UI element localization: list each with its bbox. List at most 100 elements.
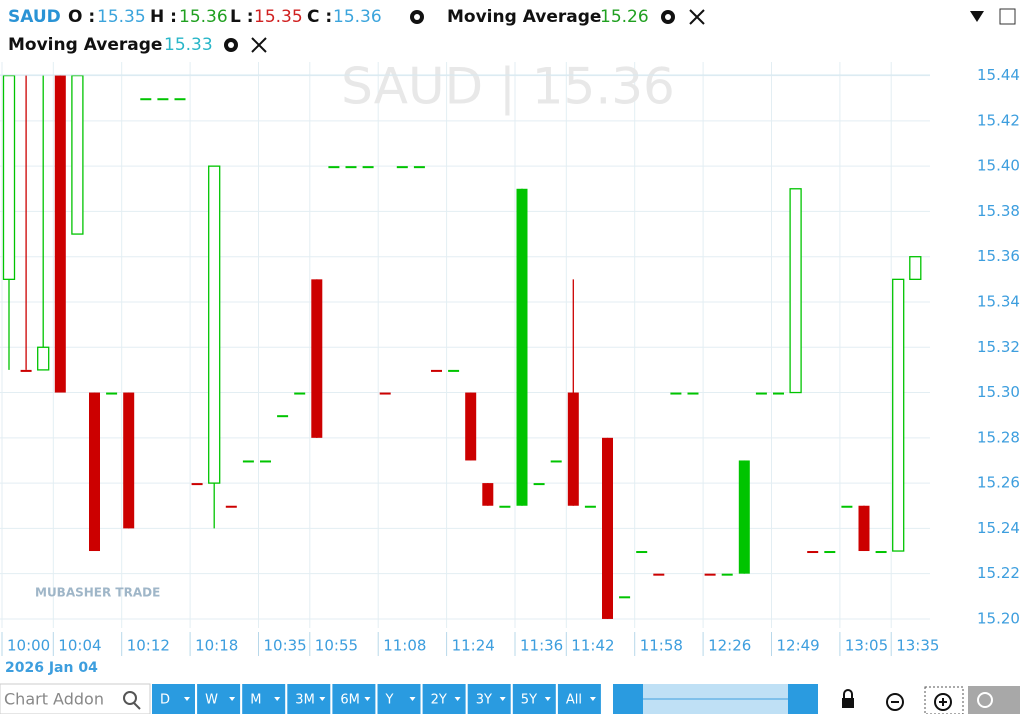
maximize-icon[interactable] <box>999 8 1016 25</box>
candle-body <box>841 505 853 508</box>
symbol: SAUD <box>8 7 61 27</box>
ohlc-label: C : <box>307 7 332 27</box>
y-tick-label: 15.40 <box>977 157 1020 175</box>
period-button[interactable] <box>242 684 286 714</box>
dropdown-arrow <box>589 697 596 701</box>
candle-body <box>260 460 271 463</box>
addon-placeholder: Chart Addon <box>4 690 104 709</box>
y-tick-label: 15.22 <box>977 564 1020 582</box>
candle-body <box>807 551 819 554</box>
x-tick-label: 10:12 <box>127 637 170 655</box>
candle-body <box>602 437 613 619</box>
y-tick-label: 15.44 <box>977 66 1020 84</box>
x-tick-label: 10:55 <box>315 637 358 655</box>
period-label: 5Y <box>521 693 537 708</box>
zoom-in-icon[interactable] <box>934 693 952 711</box>
lock-icon[interactable] <box>842 689 854 708</box>
slider-handle[interactable] <box>613 684 643 714</box>
slider-handle[interactable] <box>788 684 818 714</box>
dropdown-arrow <box>409 697 416 701</box>
candle-body <box>465 392 477 461</box>
period-label: 3Y <box>476 693 492 708</box>
candle-body <box>225 505 237 508</box>
x-tick-label: 10:35 <box>264 637 307 655</box>
candle-body <box>379 392 391 395</box>
candle-body <box>448 369 460 372</box>
search-icon[interactable] <box>123 691 141 710</box>
dropdown-icon[interactable] <box>970 11 984 22</box>
y-tick-label: 15.42 <box>977 111 1020 129</box>
period-label: All <box>566 693 582 708</box>
candle-body <box>37 346 50 371</box>
period-label: D <box>160 693 170 708</box>
settings-icon[interactable] <box>410 10 424 24</box>
dropdown-arrow <box>454 697 461 701</box>
dropdown-arrow <box>499 697 506 701</box>
period-button[interactable] <box>197 684 241 714</box>
zoom-out-icon[interactable] <box>886 693 904 711</box>
candle-body <box>584 505 596 508</box>
candle-body <box>174 98 186 101</box>
candle-body <box>311 279 323 438</box>
candle-body <box>721 573 733 576</box>
period-button[interactable] <box>377 684 421 714</box>
period-label: 6M <box>340 693 360 708</box>
y-tick-label: 15.20 <box>977 609 1020 627</box>
ohlc-value: 15.35 <box>97 7 146 27</box>
legend-name: Moving Average <box>447 7 601 27</box>
candle-body <box>191 483 203 486</box>
legend-value: 15.26 <box>600 7 649 27</box>
legend-value: 15.33 <box>164 35 213 55</box>
candle-body <box>277 415 289 418</box>
period-label: W <box>205 693 218 708</box>
close-icon[interactable] <box>251 37 267 53</box>
x-tick-label: 10:00 <box>7 637 50 655</box>
candle-body <box>345 166 357 169</box>
candle-body <box>140 98 152 101</box>
plot <box>2 74 922 619</box>
ohlc-label: L : <box>230 7 254 27</box>
close-icon[interactable] <box>689 9 705 25</box>
candle-body <box>550 460 562 463</box>
refresh-button[interactable] <box>968 686 1020 714</box>
y-tick-label: 15.28 <box>977 428 1020 446</box>
candle-body <box>328 166 340 169</box>
y-tick-label: 15.38 <box>977 202 1020 220</box>
candle-body <box>875 551 887 554</box>
x-tick-label: 13:35 <box>896 637 939 655</box>
candle-body <box>653 573 665 576</box>
period-buttons: D W M 3M 6M Y 2Y 3Y 5Y All <box>152 684 601 714</box>
candle-body <box>824 551 836 554</box>
settings-icon[interactable] <box>224 38 238 52</box>
x-tick-label: 11:42 <box>571 637 614 655</box>
candle-body <box>499 505 511 508</box>
x-tick-label: 12:26 <box>708 637 751 655</box>
candle-body <box>242 460 254 463</box>
refresh-icon <box>977 692 993 708</box>
candle-body <box>20 369 32 372</box>
x-tick-label: 11:08 <box>383 637 426 655</box>
ohlc-value: 15.36 <box>179 7 228 27</box>
period-label: 2Y <box>431 693 447 708</box>
zoom-in-frame <box>924 686 964 714</box>
y-tick-label: 15.30 <box>977 383 1020 401</box>
candle-body <box>431 369 442 372</box>
candle-body <box>789 188 802 394</box>
candle-body <box>157 98 169 101</box>
period-button[interactable] <box>152 684 195 714</box>
candle-body <box>71 74 84 235</box>
candle-body <box>413 166 425 169</box>
x-tick-label: 10:18 <box>195 637 238 655</box>
y-tick-label: 15.24 <box>977 519 1020 537</box>
watermark: SAUD | 15.36 <box>341 58 675 116</box>
candle-body <box>636 551 648 554</box>
candle-body <box>516 188 528 506</box>
candle-body <box>619 596 631 599</box>
ohlc-value: 15.35 <box>254 7 303 27</box>
x-tick-label: 11:58 <box>640 637 683 655</box>
dropdown-arrow <box>364 697 371 701</box>
settings-icon[interactable] <box>661 10 675 24</box>
x-tick-label: 11:36 <box>520 637 563 655</box>
